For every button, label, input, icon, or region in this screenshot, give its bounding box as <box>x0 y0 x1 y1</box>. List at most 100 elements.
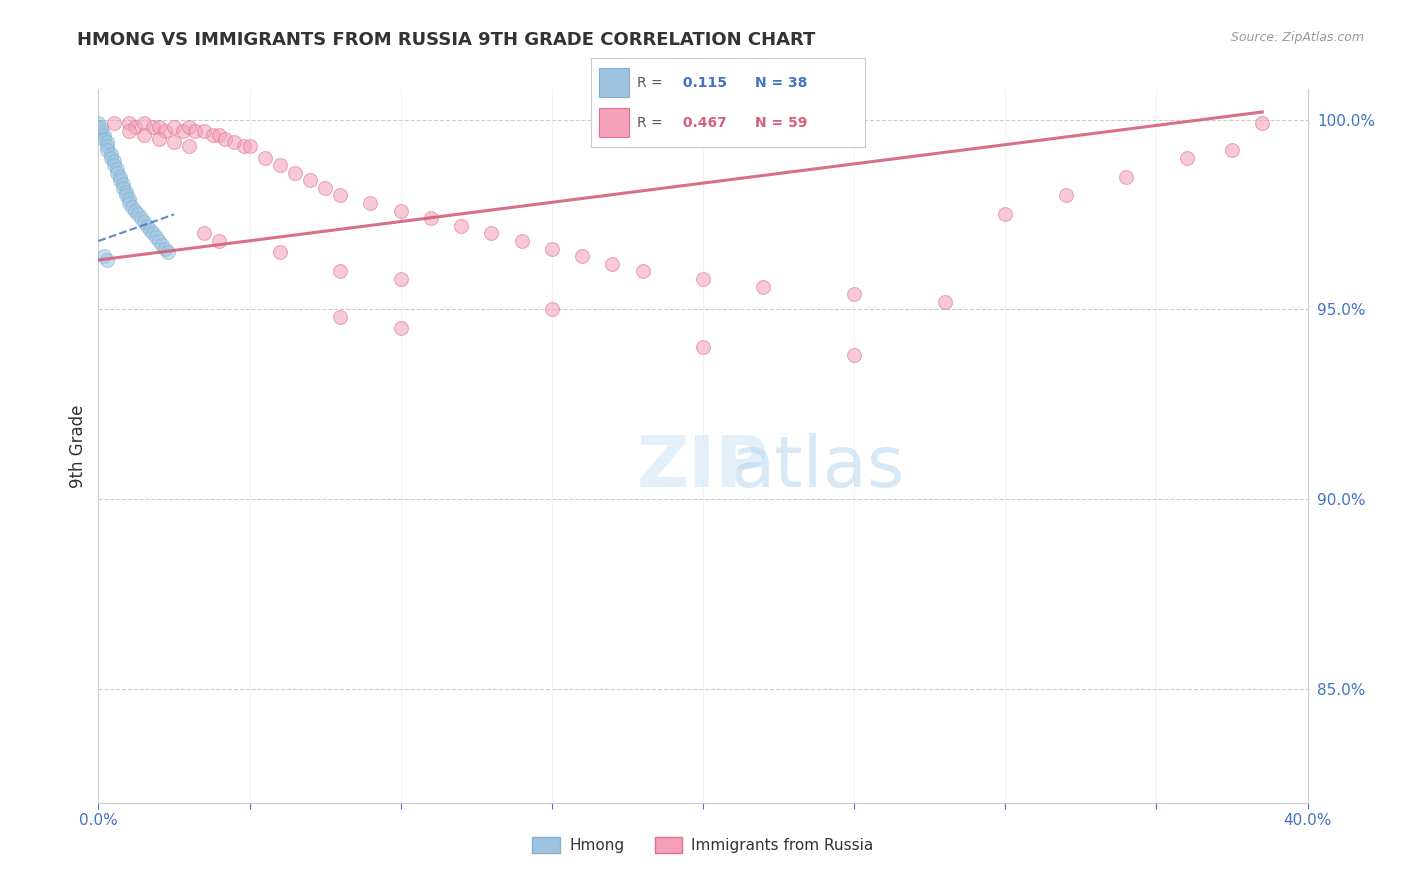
Point <box>844 287 866 301</box>
Text: Source: ZipAtlas.com: Source: ZipAtlas.com <box>1230 31 1364 45</box>
Y-axis label: 9th Grade: 9th Grade <box>69 404 87 488</box>
Text: N = 59: N = 59 <box>755 116 807 130</box>
Point <box>103 158 125 172</box>
Point <box>90 124 112 138</box>
Text: atlas: atlas <box>731 433 905 502</box>
Point <box>127 207 149 221</box>
Point <box>93 131 115 145</box>
Point <box>118 124 141 138</box>
Point <box>103 154 125 169</box>
Point <box>179 120 201 135</box>
Point <box>118 116 141 130</box>
Point <box>360 196 382 211</box>
Point <box>150 237 173 252</box>
Point <box>105 166 128 180</box>
Point <box>284 166 307 180</box>
Point <box>510 234 533 248</box>
Point <box>145 230 167 244</box>
Point <box>844 348 866 362</box>
Point <box>329 310 352 324</box>
Point <box>142 120 165 135</box>
Point <box>602 257 624 271</box>
Point <box>389 321 412 335</box>
Point <box>108 169 131 184</box>
Point <box>96 136 118 150</box>
Point <box>100 151 122 165</box>
Point <box>692 340 714 354</box>
Point <box>114 188 136 202</box>
Point <box>163 120 186 135</box>
Point <box>752 279 775 293</box>
Point <box>232 139 254 153</box>
Point <box>269 158 291 172</box>
Point <box>124 120 146 135</box>
Point <box>193 124 215 138</box>
Point <box>1251 116 1274 130</box>
Point <box>100 146 122 161</box>
Point <box>153 242 176 256</box>
Point <box>299 173 322 187</box>
Point <box>389 203 412 218</box>
Point <box>111 177 134 191</box>
Point <box>163 136 186 150</box>
Point <box>132 116 155 130</box>
Point <box>934 294 956 309</box>
Point <box>450 219 472 233</box>
Point <box>124 203 146 218</box>
Point <box>96 139 118 153</box>
Point <box>224 136 246 150</box>
Point <box>118 192 141 206</box>
Point <box>329 264 352 278</box>
Text: R =: R = <box>637 76 662 90</box>
Point <box>208 234 231 248</box>
Point <box>389 272 412 286</box>
Text: N = 38: N = 38 <box>755 76 807 90</box>
Point <box>96 143 118 157</box>
Text: HMONG VS IMMIGRANTS FROM RUSSIA 9TH GRADE CORRELATION CHART: HMONG VS IMMIGRANTS FROM RUSSIA 9TH GRAD… <box>77 31 815 49</box>
Point <box>148 234 170 248</box>
Point <box>1175 151 1198 165</box>
Text: ZIP: ZIP <box>637 433 769 502</box>
Point <box>93 128 115 142</box>
Point <box>193 227 215 241</box>
Point <box>139 222 162 236</box>
Bar <box>599 68 628 97</box>
Point <box>269 245 291 260</box>
Point <box>481 227 503 241</box>
Point <box>540 242 562 256</box>
Point <box>105 161 128 176</box>
Point <box>208 128 231 142</box>
Point <box>87 120 110 135</box>
Point <box>314 181 336 195</box>
Point <box>111 181 134 195</box>
Point <box>90 120 112 135</box>
Point <box>214 131 236 145</box>
Point <box>184 124 207 138</box>
Point <box>132 215 155 229</box>
Point <box>1220 143 1243 157</box>
Point <box>156 245 179 260</box>
Text: 0.467: 0.467 <box>678 116 727 130</box>
Point <box>1054 188 1077 202</box>
Point <box>135 219 157 233</box>
Point <box>118 196 141 211</box>
Point <box>129 211 152 226</box>
Point <box>148 131 170 145</box>
Bar <box>599 108 628 137</box>
Point <box>93 249 115 263</box>
Point <box>239 139 262 153</box>
Point <box>142 227 165 241</box>
Text: 0.115: 0.115 <box>678 76 727 90</box>
Point <box>571 249 593 263</box>
Point <box>153 124 176 138</box>
Point <box>631 264 654 278</box>
Point <box>202 128 225 142</box>
Point <box>132 128 155 142</box>
Point <box>103 116 125 130</box>
Point <box>420 211 443 226</box>
Point <box>121 200 143 214</box>
Point <box>108 173 131 187</box>
Point <box>994 207 1017 221</box>
Point <box>172 124 194 138</box>
Point <box>692 272 714 286</box>
